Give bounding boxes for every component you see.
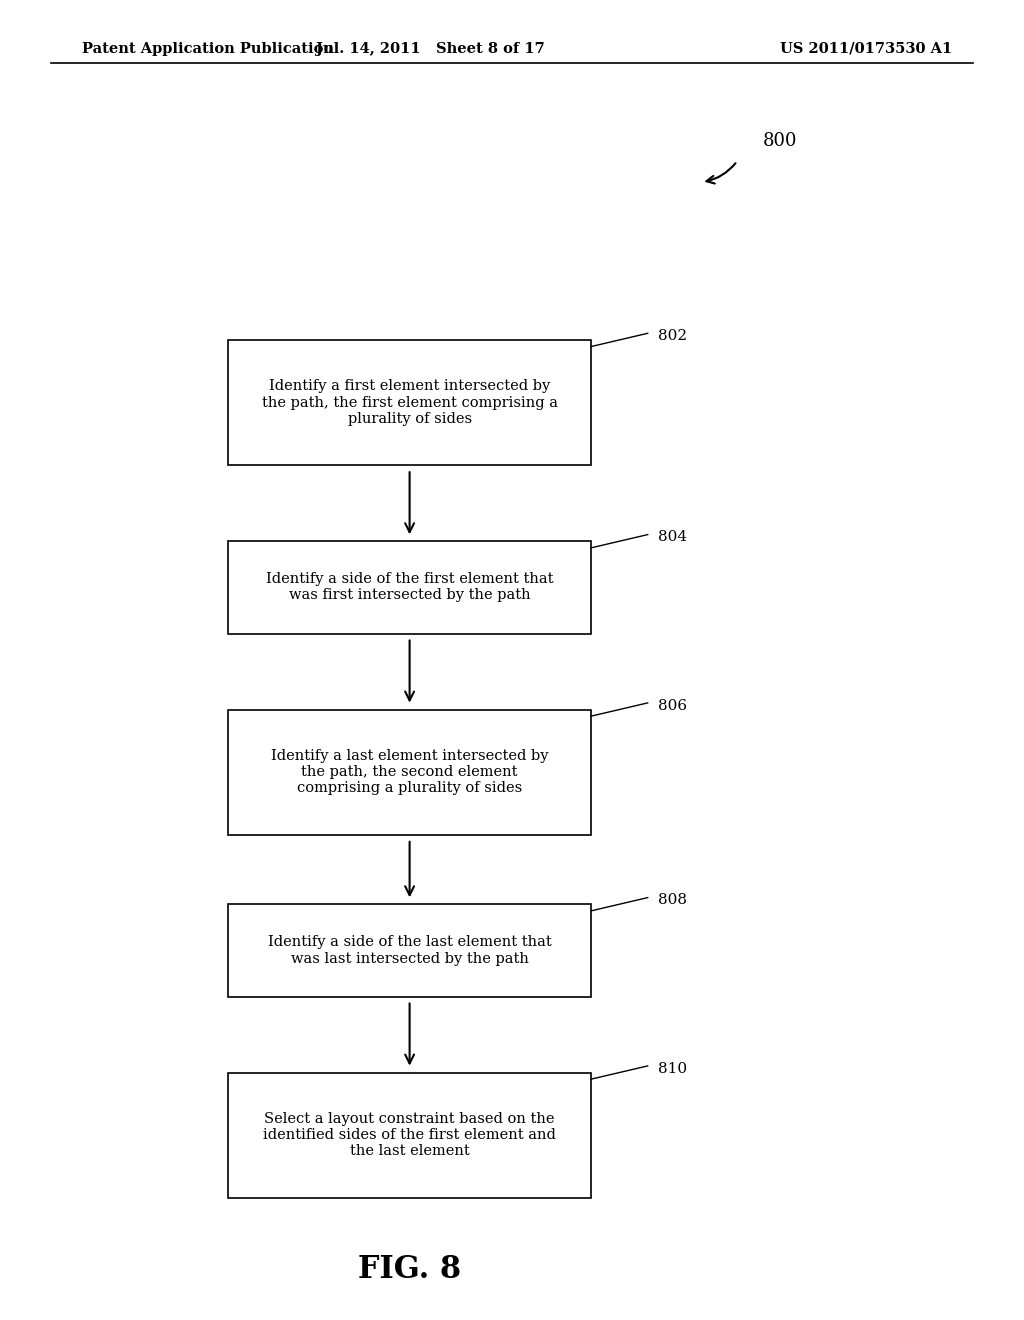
Text: 800: 800 [763,132,798,150]
FancyBboxPatch shape [228,710,592,836]
Text: 810: 810 [658,1061,687,1076]
FancyBboxPatch shape [228,1072,592,1199]
Text: Select a layout constraint based on the
identified sides of the first element an: Select a layout constraint based on the … [263,1111,556,1159]
Text: Patent Application Publication: Patent Application Publication [82,42,334,55]
Text: 808: 808 [658,894,687,907]
Text: Identify a first element intersected by
the path, the first element comprising a: Identify a first element intersected by … [261,379,558,426]
FancyBboxPatch shape [228,541,592,634]
Text: Identify a last element intersected by
the path, the second element
comprising a: Identify a last element intersected by t… [271,748,548,796]
FancyBboxPatch shape [228,904,592,997]
Text: Identify a side of the first element that
was first intersected by the path: Identify a side of the first element tha… [266,573,553,602]
Text: Jul. 14, 2011   Sheet 8 of 17: Jul. 14, 2011 Sheet 8 of 17 [315,42,545,55]
Text: FIG. 8: FIG. 8 [358,1254,461,1286]
Text: 806: 806 [658,698,687,713]
FancyBboxPatch shape [228,341,592,466]
Text: US 2011/0173530 A1: US 2011/0173530 A1 [780,42,952,55]
Text: 804: 804 [658,531,687,544]
Text: Identify a side of the last element that
was last intersected by the path: Identify a side of the last element that… [267,936,552,965]
Text: 802: 802 [658,329,687,343]
